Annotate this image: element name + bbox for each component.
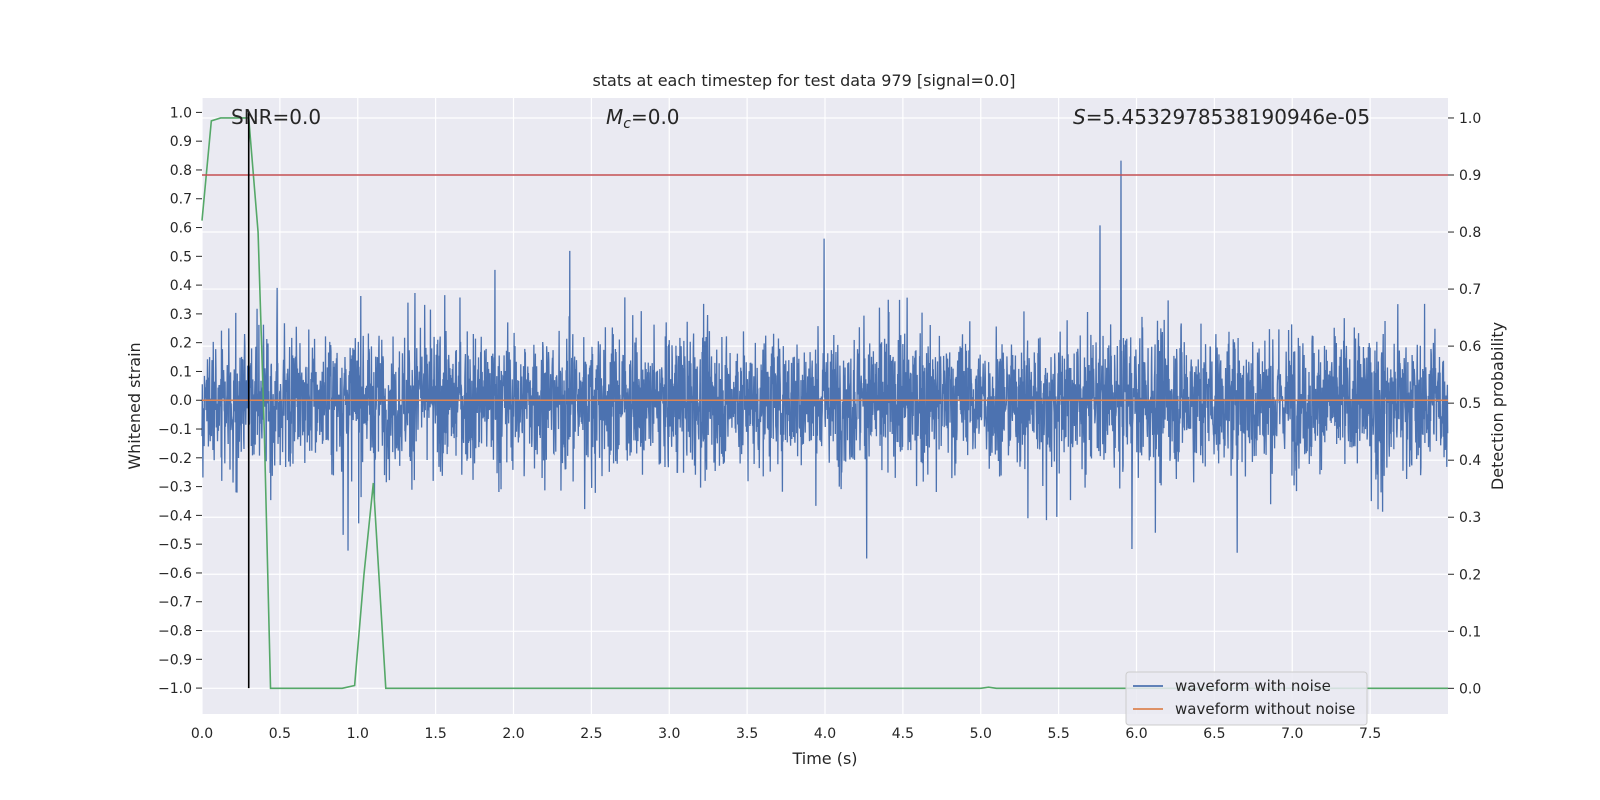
- x-axis-title: Time (s): [791, 749, 857, 768]
- left-tick-label: −0.6: [158, 566, 192, 582]
- x-tick-label: 2.0: [502, 726, 524, 742]
- left-tick-label: 0.1: [170, 364, 192, 380]
- x-tick-label: 2.5: [580, 726, 602, 742]
- right-y-axis: 1.0 0.9 0.8 0.7 0.6 0.5 0.4 0.3 0.2 0.1 0.0: [1448, 111, 1481, 697]
- left-tick-label: −0.2: [158, 451, 192, 467]
- x-tick-label: 7.0: [1281, 726, 1303, 742]
- left-tick-label: −0.4: [158, 508, 192, 524]
- left-tick-label: −0.1: [158, 422, 192, 438]
- x-tick-label: 7.5: [1359, 726, 1381, 742]
- left-tick-label: −0.9: [158, 652, 192, 668]
- left-tick-label: 0.4: [170, 278, 192, 294]
- left-tick-label: 0.3: [170, 307, 192, 323]
- x-tick-label: 3.5: [736, 726, 758, 742]
- left-tick-label: 0.0: [170, 393, 192, 409]
- left-tick-label: 0.5: [170, 249, 192, 265]
- legend: waveform with noise waveform without noi…: [1125, 671, 1368, 726]
- right-tick-label: 0.6: [1459, 339, 1481, 355]
- left-tick-label: 0.8: [170, 163, 192, 179]
- x-tick-label: 0.5: [269, 726, 291, 742]
- right-tick-label: 0.0: [1459, 681, 1481, 697]
- left-y-axis-title: Whitened strain: [125, 342, 144, 469]
- right-tick-label: 0.7: [1459, 282, 1481, 298]
- left-tick-label: 0.6: [170, 221, 192, 237]
- x-tick-label: 4.5: [892, 726, 914, 742]
- right-tick-label: 0.4: [1459, 453, 1481, 469]
- chirp-mass-value: =0.0: [631, 105, 680, 129]
- left-tick-label: −0.5: [158, 537, 192, 553]
- left-tick-label: −0.3: [158, 480, 192, 496]
- legend-label-noise: waveform with noise: [1175, 677, 1331, 695]
- chart-title: stats at each timestep for test data 979…: [592, 71, 1015, 90]
- right-tick-label: 0.1: [1459, 624, 1481, 640]
- left-tick-label: −1.0: [158, 681, 192, 697]
- right-tick-label: 0.8: [1459, 225, 1481, 241]
- chirp-mass-annotation: Mc=0.0: [606, 105, 680, 132]
- x-tick-label: 6.5: [1203, 726, 1225, 742]
- s-value: =5.4532978538190946e-05: [1086, 105, 1370, 129]
- series-waveform-with-noise: [201, 160, 1449, 559]
- right-tick-label: 1.0: [1459, 111, 1481, 127]
- series-detection-probability: [201, 117, 1448, 690]
- left-tick-label: −0.7: [158, 595, 192, 611]
- left-tick-label: 0.2: [170, 336, 192, 352]
- x-tick-label: 5.0: [970, 726, 992, 742]
- left-y-axis: 1.0 0.9 0.8 0.7 0.6 0.5 0.4 0.3 0.2 0.1 0.0 −0.1 −0.…: [158, 105, 202, 697]
- left-tick-label: 0.7: [170, 192, 192, 208]
- legend-box: [1125, 671, 1368, 726]
- s-symbol: S: [1073, 105, 1086, 129]
- snr-annotation: SNR=0.0: [231, 105, 321, 129]
- x-tick-label: 6.0: [1125, 726, 1147, 742]
- right-tick-label: 0.9: [1459, 168, 1481, 184]
- x-tick-label: 0.0: [191, 726, 213, 742]
- right-y-axis-title: Detection probability: [1488, 322, 1507, 490]
- x-tick-label: 1.5: [424, 726, 446, 742]
- right-tick-label: 0.2: [1459, 567, 1481, 583]
- left-tick-label: 0.9: [170, 134, 192, 150]
- chirp-mass-subscript: c: [623, 116, 631, 132]
- left-tick-label: 1.0: [170, 105, 192, 121]
- chirp-mass-symbol: M: [606, 105, 623, 129]
- left-tick-label: −0.8: [158, 624, 192, 640]
- plot-data: [201, 112, 1449, 690]
- x-tick-label: 5.5: [1047, 726, 1069, 742]
- s-annotation: S=5.4532978538190946e-05: [1073, 105, 1370, 129]
- legend-label-clean: waveform without noise: [1175, 700, 1355, 718]
- right-tick-label: 0.5: [1459, 396, 1481, 412]
- x-tick-label: 3.0: [658, 726, 680, 742]
- x-axis: 0.0 0.5 1.0 1.5 2.0 2.5 3.0 3.5 4.0 4.5 5.0 5.5 6.0 6…: [191, 726, 1381, 742]
- x-tick-label: 1.0: [347, 726, 369, 742]
- x-tick-label: 4.0: [814, 726, 836, 742]
- right-tick-label: 0.3: [1459, 510, 1481, 526]
